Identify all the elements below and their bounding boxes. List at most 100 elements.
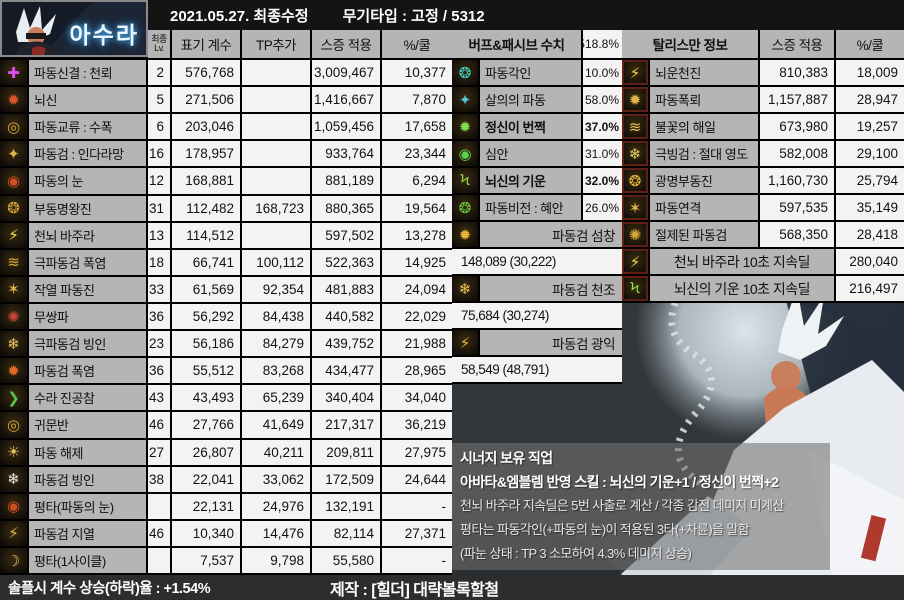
buff-total[interactable]: 518.8% xyxy=(583,30,622,58)
talisman-pct-cool[interactable]: 19,257 xyxy=(836,114,904,139)
talisman-sjeung[interactable]: 568,350 xyxy=(760,222,836,247)
talisman-sjeung[interactable]: 597,535 xyxy=(760,195,836,220)
skill-name[interactable]: 극파동검 폭염 xyxy=(29,249,148,275)
skill-name[interactable]: 파동신결 : 천뢰 xyxy=(29,60,148,86)
skill-pct-cool[interactable]: 13,278 xyxy=(382,222,452,248)
skill-tp-bonus[interactable]: 84,279 xyxy=(242,331,312,357)
skill-sjeung[interactable]: 439,752 xyxy=(312,331,382,357)
skill-sjeung[interactable]: 880,365 xyxy=(312,195,382,221)
skill-name[interactable]: 파동검 지열 xyxy=(29,520,148,546)
skill-sjeung[interactable]: 481,883 xyxy=(312,276,382,302)
skill-level[interactable]: 46 xyxy=(148,520,172,546)
talisman-pct-cool[interactable]: 18,009 xyxy=(836,60,904,85)
buff-value[interactable]: 58.0% xyxy=(583,87,622,112)
skill-pct-cool[interactable]: 27,975 xyxy=(382,439,452,465)
skill-coefficient[interactable]: 203,046 xyxy=(172,114,242,140)
skill-level[interactable]: 6 xyxy=(148,114,172,140)
skill-pct-cool[interactable]: 36,219 xyxy=(382,412,452,438)
skill-sjeung[interactable]: 217,317 xyxy=(312,412,382,438)
talisman-pct-cool[interactable]: 28,947 xyxy=(836,87,904,112)
skill-pct-cool[interactable]: 34,040 xyxy=(382,385,452,411)
talisman-sjeung[interactable]: 810,383 xyxy=(760,60,836,85)
skill-tp-bonus[interactable] xyxy=(242,222,312,248)
buff-value[interactable]: 10.0% xyxy=(583,60,622,85)
skill-sjeung[interactable]: 597,502 xyxy=(312,222,382,248)
skill-name[interactable]: 작열 파동진 xyxy=(29,276,148,302)
skill-name[interactable]: 수라 진공참 xyxy=(29,385,148,411)
skill-coefficient[interactable]: 168,881 xyxy=(172,168,242,194)
buff-name[interactable]: 심안 xyxy=(480,141,583,166)
talisman-name[interactable]: 극빙검 : 절대 영도 xyxy=(650,141,760,166)
sword-skill-value[interactable]: 58,549 (48,791) xyxy=(452,357,622,382)
skill-level[interactable]: 23 xyxy=(148,331,172,357)
skill-level[interactable] xyxy=(148,493,172,519)
talisman-sjeung[interactable]: 673,980 xyxy=(760,114,836,139)
skill-tp-bonus[interactable]: 9,798 xyxy=(242,547,312,574)
talisman-pct-cool[interactable]: 29,100 xyxy=(836,141,904,166)
skill-pct-cool[interactable]: 19,564 xyxy=(382,195,452,221)
skill-tp-bonus[interactable] xyxy=(242,87,312,113)
skill-tp-bonus[interactable]: 33,062 xyxy=(242,466,312,492)
talisman-name[interactable]: 파동폭뢰 xyxy=(650,87,760,112)
skill-coefficient[interactable]: 22,041 xyxy=(172,466,242,492)
buff-name[interactable]: 살의의 파동 xyxy=(480,87,583,112)
skill-coefficient[interactable]: 26,807 xyxy=(172,439,242,465)
skill-level[interactable]: 31 xyxy=(148,195,172,221)
skill-tp-bonus[interactable] xyxy=(242,168,312,194)
skill-coefficient[interactable]: 55,512 xyxy=(172,358,242,384)
skill-tp-bonus[interactable]: 168,723 xyxy=(242,195,312,221)
talisman-sjeung[interactable]: 1,157,887 xyxy=(760,87,836,112)
skill-sjeung[interactable]: 340,404 xyxy=(312,385,382,411)
skill-coefficient[interactable]: 576,768 xyxy=(172,60,242,86)
skill-pct-cool[interactable]: 21,988 xyxy=(382,331,452,357)
sword-skill-value[interactable]: 148,089 (30,222) xyxy=(452,249,622,274)
skill-coefficient[interactable]: 178,957 xyxy=(172,141,242,167)
skill-level[interactable]: 16 xyxy=(148,141,172,167)
skill-coefficient[interactable]: 7,537 xyxy=(172,547,242,574)
skill-pct-cool[interactable]: 28,965 xyxy=(382,358,452,384)
skill-pct-cool[interactable]: 14,925 xyxy=(382,249,452,275)
dot-damage-label[interactable]: 천뇌 바주라 10초 지속딜 xyxy=(650,249,836,274)
skill-pct-cool[interactable]: 22,029 xyxy=(382,303,452,330)
skill-tp-bonus[interactable] xyxy=(242,60,312,86)
dot-damage-label[interactable]: 뇌신의 기운 10초 지속딜 xyxy=(650,276,836,301)
skill-level[interactable]: 36 xyxy=(148,358,172,384)
skill-sjeung[interactable]: 881,189 xyxy=(312,168,382,194)
skill-sjeung[interactable]: 434,477 xyxy=(312,358,382,384)
skill-level[interactable]: 38 xyxy=(148,466,172,492)
skill-name[interactable]: 극파동검 빙인 xyxy=(29,331,148,357)
sword-skill-name[interactable]: 파동검 광익 xyxy=(480,330,622,355)
skill-coefficient[interactable]: 61,569 xyxy=(172,276,242,302)
skill-sjeung[interactable]: 55,580 xyxy=(312,547,382,574)
skill-sjeung[interactable]: 440,582 xyxy=(312,303,382,330)
buff-value[interactable]: 37.0% xyxy=(583,114,622,139)
skill-name[interactable]: 파동검 폭염 xyxy=(29,358,148,384)
skill-level[interactable]: 18 xyxy=(148,249,172,275)
skill-level[interactable]: 36 xyxy=(148,303,172,330)
skill-coefficient[interactable]: 10,340 xyxy=(172,520,242,546)
skill-pct-cool[interactable]: 24,094 xyxy=(382,276,452,302)
skill-sjeung[interactable]: 132,191 xyxy=(312,493,382,519)
skill-coefficient[interactable]: 56,292 xyxy=(172,303,242,330)
dot-damage-value[interactable]: 216,497 xyxy=(836,276,904,301)
skill-pct-cool[interactable]: 24,644 xyxy=(382,466,452,492)
skill-sjeung[interactable]: 933,764 xyxy=(312,141,382,167)
buff-name[interactable]: 파동각인 xyxy=(480,60,583,85)
skill-name[interactable]: 파동검 빙인 xyxy=(29,466,148,492)
skill-name[interactable]: 뇌신 xyxy=(29,87,148,113)
skill-sjeung[interactable]: 172,509 xyxy=(312,466,382,492)
skill-level[interactable]: 5 xyxy=(148,87,172,113)
sword-skill-name[interactable]: 파동검 천조 xyxy=(480,276,622,301)
skill-sjeung[interactable]: 3,009,467 xyxy=(312,60,382,86)
skill-tp-bonus[interactable] xyxy=(242,114,312,140)
skill-pct-cool[interactable]: 7,870 xyxy=(382,87,452,113)
sword-skill-value[interactable]: 75,684 (30,274) xyxy=(452,303,622,328)
skill-sjeung[interactable]: 522,363 xyxy=(312,249,382,275)
skill-tp-bonus[interactable]: 84,438 xyxy=(242,303,312,330)
skill-tp-bonus[interactable]: 40,211 xyxy=(242,439,312,465)
skill-level[interactable]: 12 xyxy=(148,168,172,194)
talisman-name[interactable]: 광명부동진 xyxy=(650,168,760,193)
skill-level[interactable]: 46 xyxy=(148,412,172,438)
skill-coefficient[interactable]: 22,131 xyxy=(172,493,242,519)
sword-skill-name[interactable]: 파동검 섬창 xyxy=(480,222,622,247)
